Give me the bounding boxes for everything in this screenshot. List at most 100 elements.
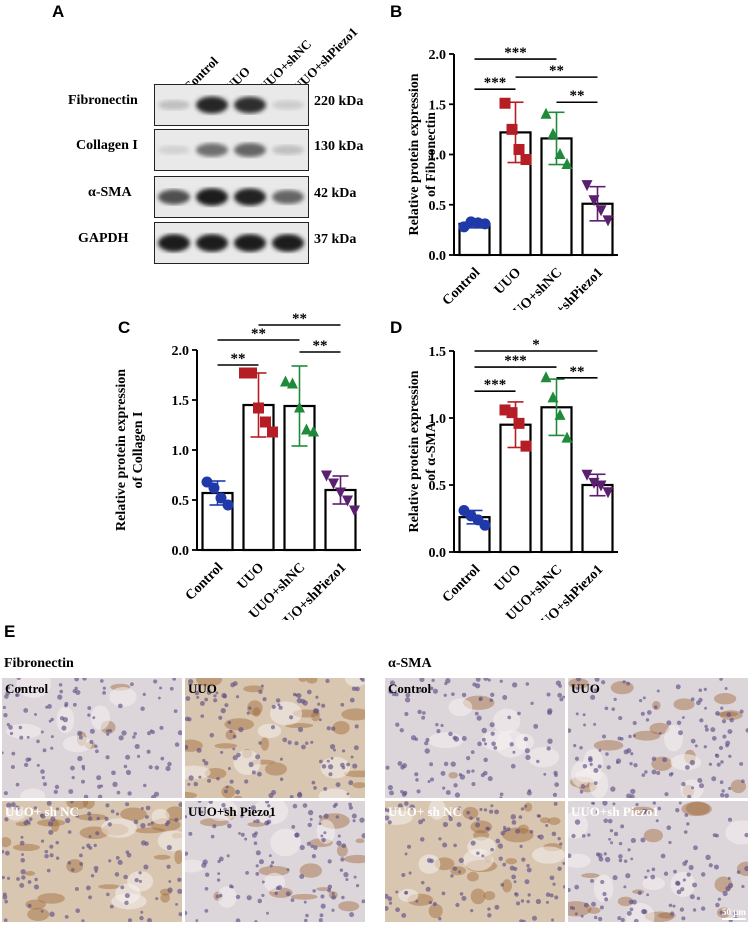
nucleus <box>18 686 22 691</box>
nucleus <box>419 678 425 683</box>
nucleus <box>604 897 609 902</box>
nucleus <box>55 840 60 845</box>
nucleus <box>545 900 549 904</box>
nucleus <box>547 710 553 716</box>
nucleus <box>335 815 340 819</box>
tubule <box>428 801 446 820</box>
nucleus <box>223 807 227 811</box>
data-point <box>335 487 346 499</box>
blot-strip <box>154 84 309 126</box>
nucleus <box>708 863 713 868</box>
nucleus <box>143 783 147 788</box>
nucleus <box>483 742 488 746</box>
nucleus <box>55 856 60 860</box>
nucleus <box>49 844 54 849</box>
stain-patch <box>501 879 513 893</box>
nucleus <box>25 819 29 823</box>
nucleus <box>408 871 412 875</box>
nucleus <box>549 893 554 898</box>
nucleus <box>346 792 350 796</box>
y-tick-label: 1.5 <box>429 345 447 360</box>
tubule <box>205 801 238 822</box>
nucleus <box>699 718 704 723</box>
nucleus <box>18 725 23 730</box>
nucleus <box>255 864 259 868</box>
nucleus <box>673 869 677 874</box>
nucleus <box>217 859 221 864</box>
nucleus <box>483 757 488 763</box>
nucleus <box>559 697 564 702</box>
nucleus <box>221 802 226 808</box>
nucleus <box>150 821 154 825</box>
nucleus <box>581 834 586 838</box>
nucleus <box>691 786 695 790</box>
nucleus <box>271 860 275 865</box>
nucleus <box>204 697 209 702</box>
nucleus <box>526 864 530 868</box>
tubule <box>492 708 521 734</box>
blot-kda-label: 37 kDa <box>314 232 357 247</box>
nucleus <box>246 711 250 715</box>
nucleus <box>554 773 558 777</box>
nucleus <box>70 765 75 771</box>
blot-band <box>234 143 266 157</box>
nucleus <box>553 801 558 806</box>
y-tick-label: 1.0 <box>172 444 190 459</box>
nucleus <box>582 763 588 769</box>
nucleus <box>292 803 298 809</box>
nucleus <box>646 710 652 715</box>
nucleus <box>453 843 457 848</box>
nucleus <box>744 832 748 838</box>
nucleus <box>476 817 480 821</box>
nucleus <box>275 698 281 703</box>
nucleus <box>227 823 232 829</box>
nucleus <box>607 818 613 824</box>
nucleus <box>319 913 324 918</box>
nucleus <box>302 803 308 808</box>
nucleus <box>40 730 44 734</box>
nucleus <box>597 764 602 769</box>
nucleus <box>422 711 426 715</box>
tubule <box>270 828 301 857</box>
stain-patch <box>264 762 287 776</box>
nucleus <box>346 762 351 767</box>
nucleus <box>620 917 625 922</box>
nucleus <box>506 827 511 832</box>
tubule <box>5 807 26 821</box>
nucleus <box>489 809 494 814</box>
nucleus <box>123 764 128 769</box>
nucleus <box>443 761 449 767</box>
nucleus <box>554 782 560 787</box>
nucleus <box>59 689 64 694</box>
nucleus <box>93 865 99 871</box>
stain-patch <box>568 678 589 689</box>
nucleus <box>222 694 227 699</box>
stain-patch <box>483 891 496 901</box>
nucleus <box>656 771 661 776</box>
nucleus <box>445 678 451 684</box>
nucleus <box>6 723 10 727</box>
y-tick-label: 0.0 <box>429 546 447 561</box>
tubule <box>263 872 286 893</box>
nucleus <box>26 735 30 739</box>
nucleus <box>127 791 132 796</box>
nucleus <box>140 822 146 829</box>
nucleus <box>641 808 647 814</box>
nucleus <box>388 689 393 694</box>
nucleus <box>429 686 434 691</box>
nucleus <box>568 853 572 859</box>
nucleus <box>594 678 600 682</box>
nucleus <box>704 724 708 729</box>
nucleus <box>19 735 24 740</box>
nucleus <box>559 842 563 846</box>
nucleus <box>321 837 326 843</box>
nucleus <box>348 780 354 786</box>
nucleus <box>46 868 51 873</box>
nucleus <box>9 731 14 736</box>
nucleus <box>75 814 79 818</box>
nucleus <box>257 898 263 904</box>
nucleus <box>74 686 78 691</box>
tubule <box>20 788 46 798</box>
nucleus <box>574 756 580 761</box>
nucleus <box>479 807 483 812</box>
